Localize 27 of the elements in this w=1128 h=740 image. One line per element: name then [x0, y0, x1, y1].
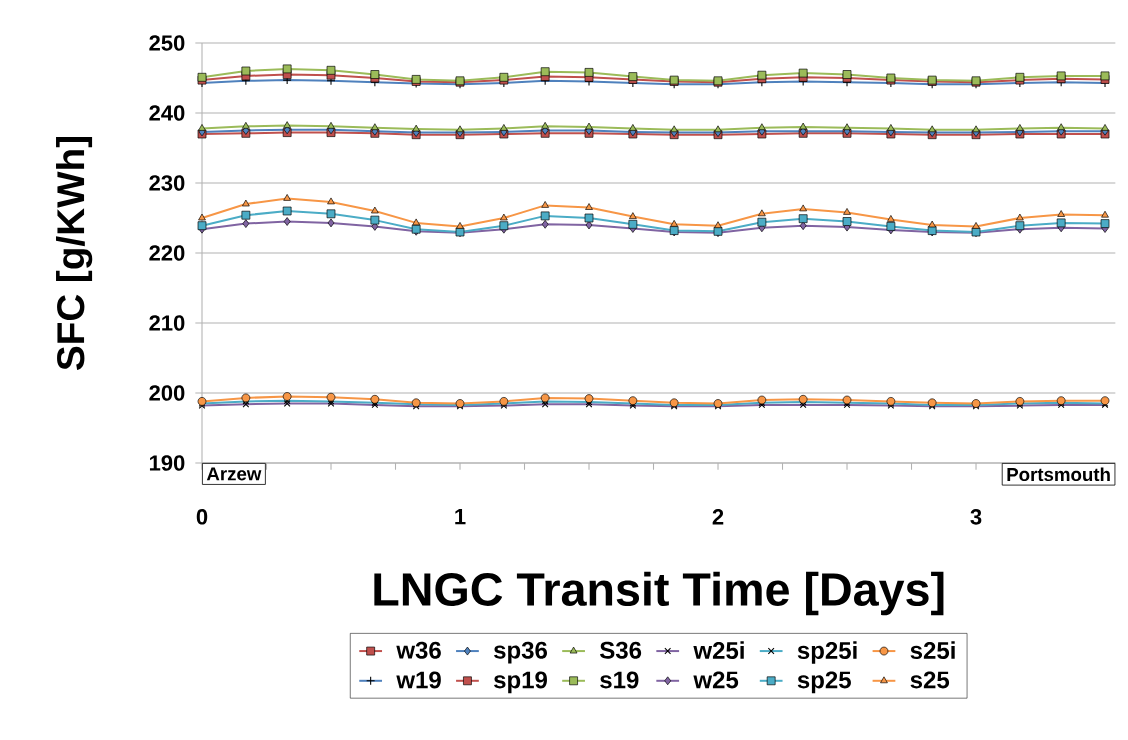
legend-label: s25 [910, 671, 950, 689]
x-axis-title: LNGC Transit Time [Days] [374, 571, 944, 616]
y-tick-label: 210 [149, 315, 185, 331]
y-axis-title: SFC [g/KWh] [56, 137, 93, 371]
legend-label: w25i [693, 641, 744, 659]
legend-label: w36 [396, 641, 441, 659]
y-tick-label: 190 [149, 455, 185, 471]
x-tick-label: 3 [970, 509, 982, 525]
y-tick-label: 230 [149, 175, 185, 191]
x-tick-label: 2 [712, 509, 724, 525]
legend-label: sp25 [797, 671, 851, 694]
text: Portsmouth [1007, 467, 1110, 482]
text: Arzew [206, 467, 262, 481]
legend-label: sp36 [494, 641, 547, 664]
legend-label: s19 [600, 671, 639, 689]
legend-label: sp25i [797, 641, 857, 664]
x-tick-label: 1 [455, 509, 466, 525]
legend-label: S36 [599, 641, 642, 659]
x-tick-label: 0 [196, 509, 208, 525]
y-tick-label: 220 [149, 245, 185, 261]
legend-label: w19 [396, 671, 441, 689]
legend-label: sp19 [494, 671, 547, 694]
y-tick-label: 200 [149, 385, 185, 401]
y-tick-label: 250 [149, 35, 185, 51]
legend-label: w25 [693, 671, 739, 689]
legend-label: s25i [910, 641, 955, 659]
y-tick-label: 240 [149, 105, 185, 121]
